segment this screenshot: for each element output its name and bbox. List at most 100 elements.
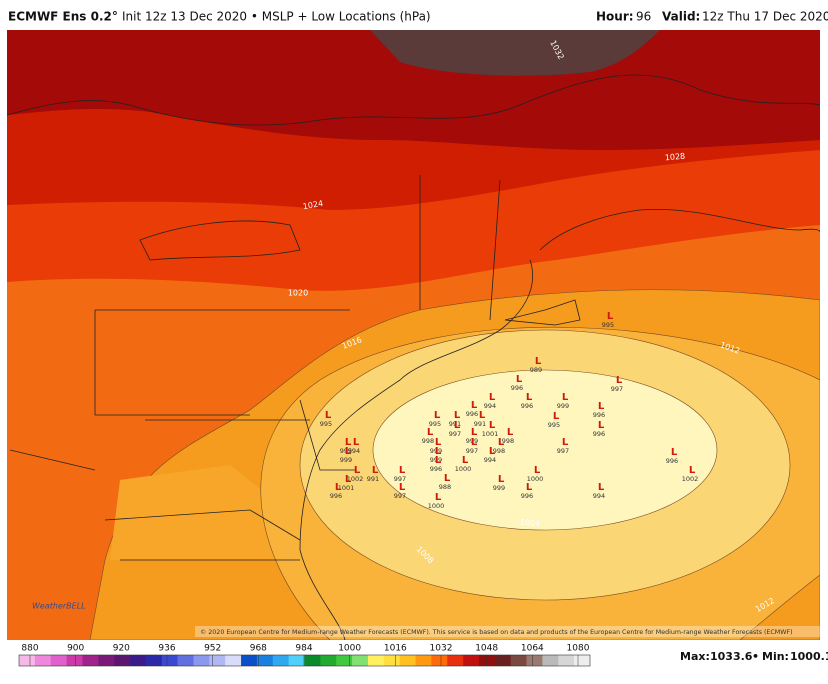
colorbar-swatch <box>114 655 131 666</box>
low-symbol: L <box>598 401 605 412</box>
colorbar: 880 900 920 936 952 968 984 1000 1016 1032 1048 106… <box>18 644 591 667</box>
colorbar-tick-label: 900 <box>67 644 84 654</box>
colorbar-swatch <box>209 655 226 666</box>
band-1012-patch <box>110 465 300 560</box>
low-value: 991 <box>367 475 379 483</box>
low-symbol: L <box>471 437 478 448</box>
band-1032 <box>370 30 660 76</box>
colorbar-swatch <box>193 655 210 666</box>
low-symbol: L <box>345 474 352 485</box>
colorbar-tick-label: 984 <box>295 644 312 654</box>
colorbar-swatch <box>177 655 194 666</box>
low-value: 998 <box>502 437 514 445</box>
low-value: 1002 <box>347 475 364 483</box>
colorbar-tick-label: 1016 <box>384 644 407 654</box>
colorbar-tick-label: 936 <box>158 644 175 654</box>
low-value: 997 <box>449 430 461 438</box>
colorbar-swatch <box>415 655 432 666</box>
colorbar-swatch <box>399 655 416 666</box>
low-symbol: L <box>345 437 352 448</box>
low-value: 994 <box>348 447 360 455</box>
colorbar-tick-label: 920 <box>113 644 130 654</box>
low-symbol: L <box>427 427 434 438</box>
colorbar-swatch <box>526 655 543 666</box>
colorbar-swatch <box>161 655 178 666</box>
low-value: 997 <box>394 492 406 500</box>
low-symbol: L <box>535 356 542 367</box>
low-symbol: L <box>335 482 342 493</box>
low-value: 999 <box>430 456 442 464</box>
colorbar-tick-label: 1080 <box>567 644 590 654</box>
low-symbol: L <box>616 375 623 386</box>
colorbar-swatch <box>574 655 591 666</box>
colorbar-tick-label: 1032 <box>430 644 453 654</box>
boundaries <box>7 74 820 640</box>
colorbar-frame <box>18 654 591 667</box>
max-label: Max: <box>680 650 710 663</box>
low-value: 996 <box>666 457 678 465</box>
low-value: 999 <box>340 456 352 464</box>
colorbar-swatch <box>383 655 400 666</box>
low-symbol: L <box>325 410 332 421</box>
low-value: 999 <box>493 484 505 492</box>
colorbar-swatch <box>241 655 258 666</box>
low-value: 1000 <box>455 465 472 473</box>
contour-label: 1004 <box>519 518 540 529</box>
low-value: 1001 <box>338 484 355 492</box>
low-value: 989 <box>530 366 542 374</box>
colorbar-swatch <box>447 655 464 666</box>
copyright: © 2020 European Centre for Medium-range … <box>200 628 793 636</box>
low-value: 988 <box>439 483 451 491</box>
colorbar-swatch <box>98 655 115 666</box>
low-symbol: L <box>526 482 533 493</box>
low-symbol: L <box>607 311 614 322</box>
low-value: 1002 <box>682 475 699 483</box>
colorbar-tick-label: 1000 <box>338 644 361 654</box>
colorbar-swatch <box>256 655 274 666</box>
low-value: 995 <box>340 447 352 455</box>
max: 1033.6 <box>710 650 753 663</box>
low-value: 995 <box>429 420 441 428</box>
low-symbol: L <box>479 410 486 421</box>
low-value: 997 <box>394 475 406 483</box>
colorbar-swatch <box>494 655 511 666</box>
low-symbol: L <box>353 437 360 448</box>
low-symbol: L <box>562 437 569 448</box>
low-value: 998 <box>422 437 434 445</box>
colorbar-swatch <box>478 655 496 666</box>
contour-label: 1020 <box>288 289 308 298</box>
low-symbol: L <box>435 455 442 466</box>
low-symbol: L <box>345 446 352 457</box>
colorbar-swatch <box>225 655 242 666</box>
low-value: 999 <box>557 402 569 410</box>
low-symbol: L <box>434 410 441 421</box>
low-symbol: L <box>372 465 379 476</box>
low-symbol: L <box>454 410 461 421</box>
colorbar-swatch <box>272 655 289 666</box>
low-symbol: L <box>435 446 442 457</box>
colorbar-tick-label: 952 <box>204 644 221 654</box>
subtitle: Init 12z 13 Dec 2020 • MSLP + Low Locati… <box>122 10 431 24</box>
low-symbol: L <box>399 465 406 476</box>
min-label: • <box>752 650 759 663</box>
low-symbol: L <box>534 465 541 476</box>
copyright-strip <box>195 626 820 637</box>
colorbar-swatch <box>463 655 480 666</box>
low-value: 999 <box>466 437 478 445</box>
colorbar-swatch <box>288 655 305 666</box>
low-symbol: L <box>562 392 569 403</box>
low-symbol: L <box>489 392 496 403</box>
colorbar-swatch <box>431 655 448 666</box>
colorbar-tick-label: 1048 <box>475 644 498 654</box>
low-symbol: L <box>598 420 605 431</box>
hour-label: Hour: <box>596 10 634 24</box>
low-symbol: L <box>471 427 478 438</box>
contour-label: 1024 <box>302 199 324 211</box>
title: ECMWF Ens 0.2° <box>8 10 118 24</box>
low-symbol: L <box>354 465 361 476</box>
colorbar-swatch <box>336 655 353 666</box>
low-symbol: L <box>526 392 533 403</box>
low-symbol: L <box>444 473 451 484</box>
colorbar-swatch <box>320 655 337 666</box>
